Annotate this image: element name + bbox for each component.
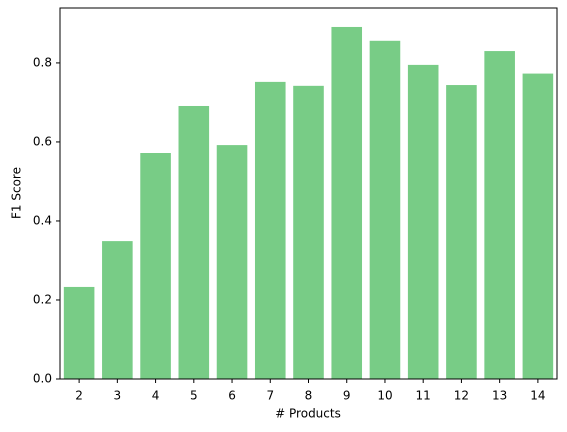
bar [446, 85, 477, 379]
bar [63, 286, 95, 379]
x-tick-label: 5 [190, 389, 198, 403]
y-axis-label: F1 Score [10, 167, 24, 219]
y-tick-label: 0.8 [33, 55, 52, 69]
x-tick-label: 6 [228, 389, 236, 403]
x-tick-label: 14 [530, 389, 545, 403]
x-tick-label: 3 [114, 389, 122, 403]
x-axis-label: # Products [275, 407, 341, 421]
y-tick-label: 0.6 [33, 134, 52, 148]
bar [178, 105, 210, 379]
x-tick-label: 2 [75, 389, 83, 403]
bar [522, 73, 554, 379]
x-tick-label: 8 [305, 389, 313, 403]
bar [369, 40, 401, 379]
x-tick-label: 4 [152, 389, 160, 403]
bar [407, 64, 439, 380]
bar [216, 145, 248, 379]
bar [293, 85, 324, 379]
bar [102, 241, 133, 379]
y-tick-label: 0.0 [33, 372, 52, 386]
y-tick-label: 0.4 [33, 213, 52, 227]
x-tick-label: 12 [454, 389, 469, 403]
bar [331, 26, 363, 380]
bar [484, 51, 515, 379]
bar [140, 153, 171, 379]
plot-frame [59, 7, 558, 380]
x-tick-label: 9 [343, 389, 351, 403]
x-tick-label: 13 [492, 389, 507, 403]
y-tick-label: 0.2 [33, 292, 52, 306]
bar [254, 81, 286, 380]
x-tick-label: 10 [377, 389, 392, 403]
x-tick-label: 11 [416, 389, 431, 403]
x-tick-label: 7 [266, 389, 274, 403]
